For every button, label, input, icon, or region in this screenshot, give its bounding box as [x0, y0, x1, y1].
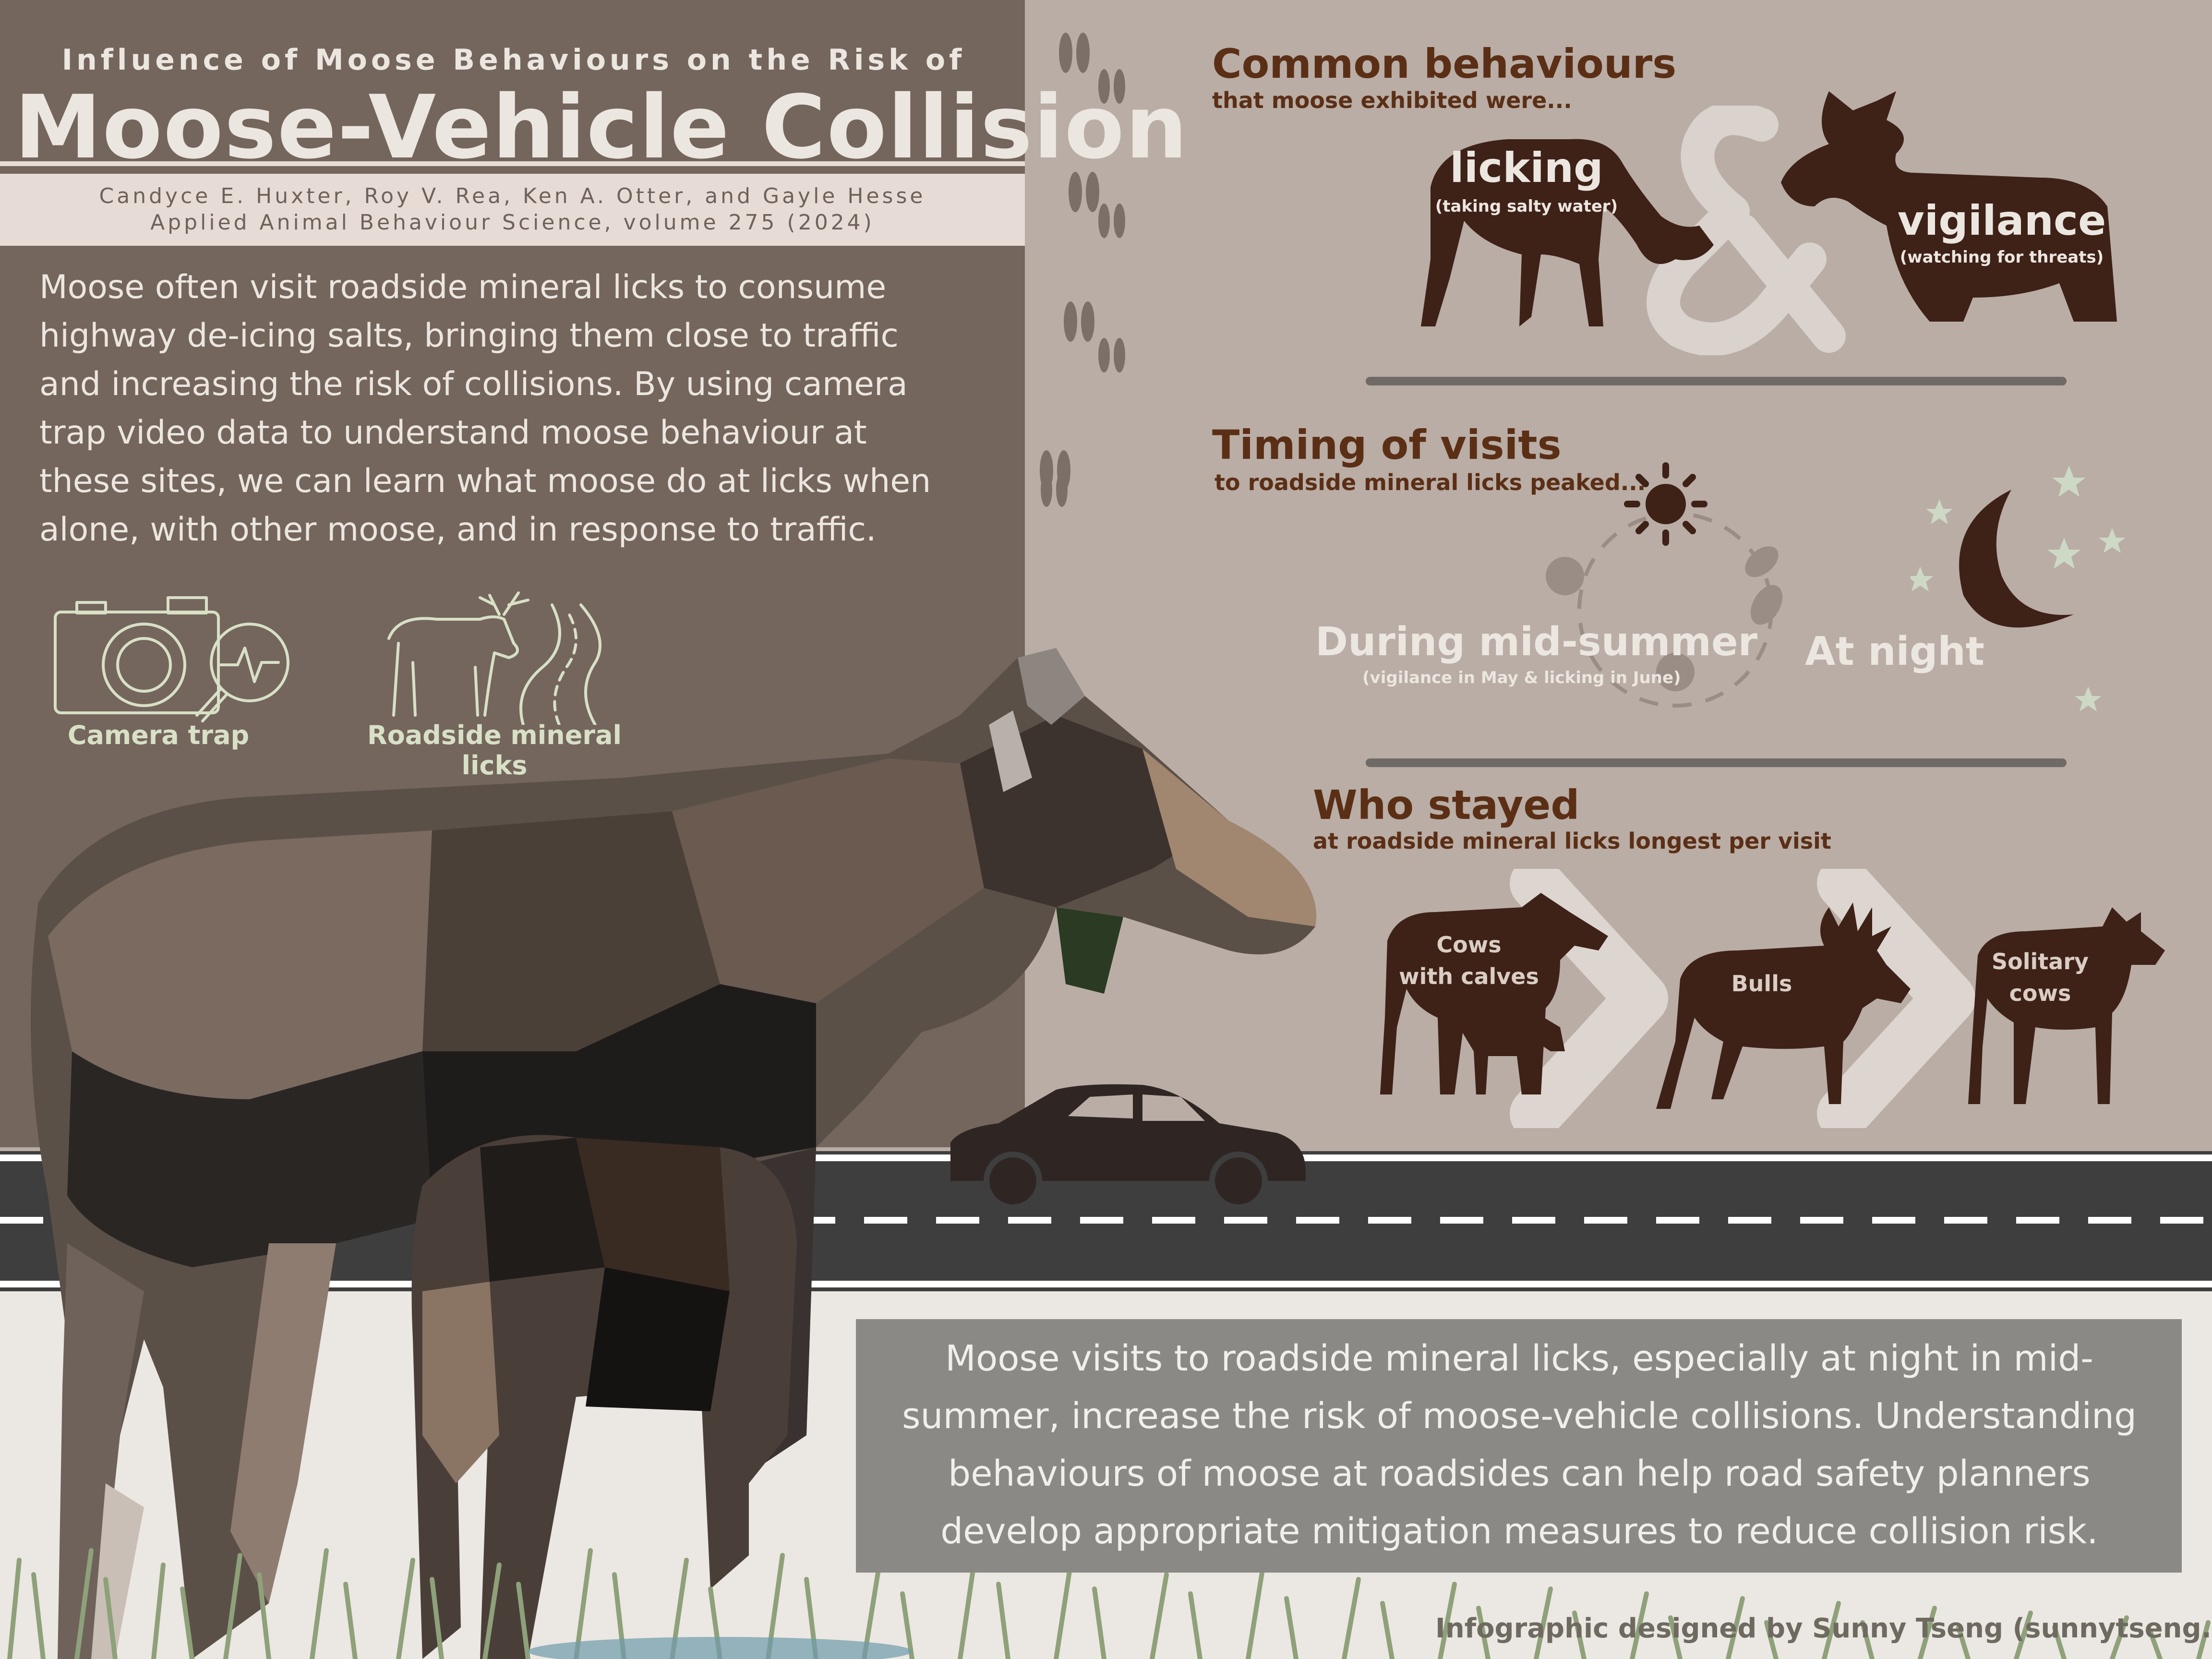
moon-and-stars-icon — [1911, 466, 2126, 711]
section-divider-2 — [1366, 758, 2067, 767]
authors: Candyce E. Huxter, Roy V. Rea, Ken A. Ot… — [99, 184, 926, 208]
mid-summer-note: (vigilance in May & licking in June) — [1362, 668, 1681, 687]
intro-paragraph: Moose often visit roadside mineral licks… — [39, 263, 995, 554]
car-icon — [950, 1084, 1306, 1210]
intro-line: highway de-icing salts, bringing them cl… — [39, 317, 899, 355]
vigilant-moose-silhouette — [1781, 91, 2117, 322]
conclusion-box — [856, 1319, 2182, 1573]
licking-label: licking — [1450, 144, 1603, 192]
ampersand-graphic — [1647, 106, 1846, 355]
journal-citation: Applied Animal Behaviour Science, volume… — [150, 210, 875, 235]
conclusion-text: Moose visits to roadside mineral licks, … — [869, 1330, 2170, 1560]
who-group3-line2: cows — [2009, 980, 2071, 1006]
cows-with-calves-label: Cows with calves — [1378, 929, 1560, 992]
who-subtitle: at roadside mineral licks longest per vi… — [1313, 828, 1831, 854]
who-group1-line2: with calves — [1399, 963, 1539, 989]
conclusion-line: summer, increase the risk of moose-vehic… — [902, 1395, 2137, 1437]
page-title: Moose-Vehicle Collision — [14, 76, 1189, 178]
sun-icon — [1624, 462, 1707, 546]
timing-title: Timing of visits — [1212, 421, 1562, 469]
who-group3-line1: Solitary — [1992, 949, 2089, 974]
timing-subtitle: to roadside mineral licks peaked... — [1214, 469, 1646, 495]
intro-line: alone, with other moose, and in response… — [39, 511, 877, 549]
mineral-lick-icon — [387, 591, 601, 725]
at-night-label: At night — [1805, 629, 1984, 674]
solitary-cows-label: Solitary cows — [1968, 946, 2112, 1009]
camera-trap-icon — [54, 596, 289, 722]
bull-moose-silhouette — [1656, 902, 1911, 1109]
who-group1-line1: Cows — [1436, 932, 1502, 958]
intro-line: trap video data to understand moose beha… — [39, 414, 867, 452]
cow-with-calf-silhouette — [1380, 893, 1608, 1094]
intro-line: Moose often visit roadside mineral licks… — [39, 268, 887, 306]
who-title: Who stayed — [1313, 781, 1580, 829]
bulls-label: Bulls — [1731, 971, 1792, 997]
moose-cow-and-calf-illustration — [31, 648, 1316, 1659]
intro-line: and increasing the risk of collisions. B… — [39, 365, 908, 403]
vigilance-label: vigilance — [1897, 197, 2106, 245]
intro-line: these sites, we can learn what moose do … — [39, 462, 931, 500]
header-subtitle: Influence of Moose Behaviours on the Ris… — [61, 43, 966, 77]
mid-summer-label: During mid-summer — [1315, 619, 1758, 665]
hoofprint-trail — [1040, 33, 1125, 507]
behaviours-subtitle: that moose exhibited were... — [1212, 87, 1572, 113]
licking-moose-silhouette — [1421, 139, 1714, 326]
behaviours-title: Common behaviours — [1212, 40, 1677, 87]
season-cycle-graphic — [1546, 462, 1783, 708]
conclusion-line: develop appropriate mitigation measures … — [940, 1511, 2098, 1552]
designer-credit: Infographic designed by Sunny Tseng (sun… — [1435, 1613, 2212, 1644]
mineral-licks-label: Roadside mineral licks — [367, 720, 622, 781]
grass-foreground — [7, 1548, 2211, 1659]
section-divider-1 — [1366, 377, 2067, 385]
solitary-cow-silhouette — [1968, 907, 2165, 1104]
vigilance-note: (watching for threats) — [1899, 248, 2104, 267]
conclusion-line: Moose visits to roadside mineral licks, … — [945, 1338, 2093, 1379]
title-divider — [0, 161, 1025, 166]
citation-band — [0, 174, 1025, 246]
licking-note: (taking salty water) — [1435, 197, 1618, 216]
camera-trap-label: Camera trap — [67, 720, 250, 750]
conclusion-line: behaviours of moose at roadsides can hel… — [948, 1453, 2091, 1494]
